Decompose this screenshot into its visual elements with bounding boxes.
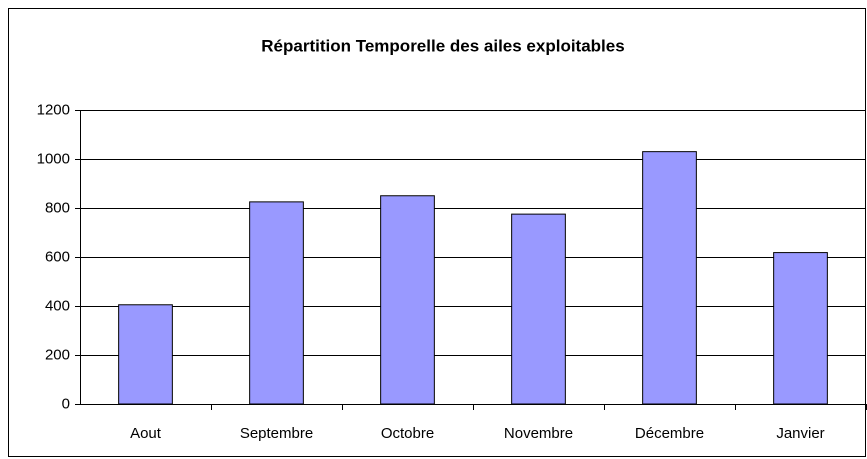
x-tick-label: Octobre (381, 425, 434, 442)
x-tick-label: Novembre (504, 425, 573, 442)
x-tick-label: Décembre (635, 425, 704, 442)
y-tick-label: 200 (45, 346, 70, 363)
bar (773, 252, 828, 405)
y-tick-label: 600 (45, 248, 70, 265)
bar (380, 195, 435, 405)
bar (511, 213, 566, 405)
x-tick-label: Septembre (240, 425, 313, 442)
y-tick-label: 800 (45, 199, 70, 216)
bar (118, 304, 173, 405)
x-tick-label: Janvier (776, 425, 824, 442)
y-tick-label: 400 (45, 297, 70, 314)
bar (642, 151, 697, 405)
y-tick-label: 0 (62, 395, 70, 412)
y-tick-label: 1200 (37, 101, 70, 118)
bar (249, 201, 304, 405)
chart-title: Répartition Temporelle des ailes exploit… (261, 36, 624, 55)
y-tick-label: 1000 (37, 150, 70, 167)
x-tick-label: Aout (130, 425, 162, 442)
